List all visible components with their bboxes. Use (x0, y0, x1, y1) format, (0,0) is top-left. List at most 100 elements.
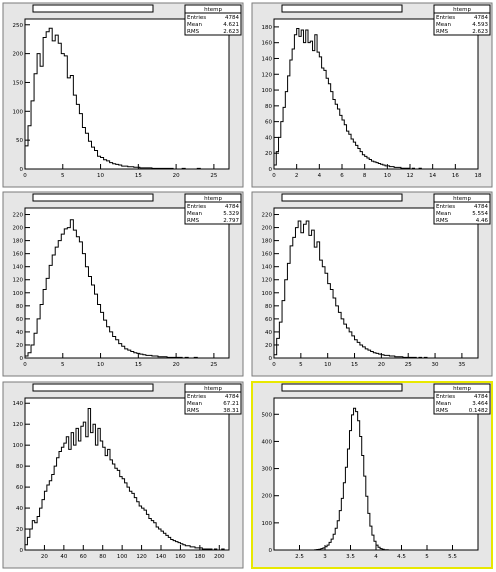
stats-rms-value: 0.1482 (469, 408, 488, 414)
histogram-panel-2: 0 2 4 6 8 10 12 14 16 18020406080100120140160180h… (251, 2, 493, 188)
x-tick-label: 4 (318, 173, 322, 179)
histogram-panel-4: 0 5 10 15 20 25 30 35 0 20 40 60 80 100 120 140 160 180 20… (251, 191, 493, 377)
stats-box: htemp Entries 4784 Mean 3.464 RMS 0.1482 (433, 383, 491, 415)
stats-mean-value: 4.593 (472, 22, 488, 28)
title-box (32, 4, 154, 13)
stats-entries-value: 4784 (474, 394, 488, 400)
stats-mean-value: 67.21 (223, 401, 239, 407)
plot-frame (273, 397, 479, 551)
x-tick-label: 25 (210, 362, 217, 368)
x-tick-label: 0 (272, 173, 276, 179)
x-tick-label: 5 (299, 362, 303, 368)
stats-mean-value: 5.329 (223, 211, 239, 217)
x-tick-label: 180 (195, 554, 206, 560)
x-tick-label: 3.5 (346, 554, 355, 560)
x-tick-label: 120 (136, 554, 147, 560)
stats-name: htemp (204, 386, 222, 392)
x-tick-label: 200 (214, 554, 225, 560)
y-tick-label: 120 (13, 422, 24, 428)
stats-mean-value: 4.621 (223, 22, 239, 28)
y-tick-label: 150 (13, 80, 24, 86)
y-tick-label: 140 (262, 56, 273, 62)
stats-rms-value: 2.797 (223, 218, 239, 224)
stats-box-frame (433, 4, 491, 36)
x-tick-label: 80 (99, 554, 106, 560)
title-box (281, 4, 403, 13)
y-tick-label: 0 (269, 356, 273, 362)
title-box (281, 383, 403, 392)
histogram-series (24, 219, 198, 359)
stats-entries-value: 4784 (474, 204, 488, 210)
title-box (32, 193, 154, 202)
title-box (281, 193, 403, 202)
y-tick-label: 160 (13, 252, 24, 258)
y-tick-label: 40 (265, 330, 272, 336)
x-tick-label: 140 (156, 554, 167, 560)
y-tick-label: 100 (13, 109, 24, 115)
x-tick-label: 5.5 (448, 554, 457, 560)
x-tick-label: 15 (351, 362, 358, 368)
stats-box: htemp Entries 4784 Mean 67.21 RMS 38.31 (184, 383, 242, 415)
stats-mean-value: 3.464 (472, 401, 488, 407)
x-tick-label: 25 (210, 173, 217, 179)
y-tick-label: 0 (20, 356, 24, 362)
x-tick-label: 20 (173, 173, 180, 179)
stats-box-frame (184, 4, 242, 36)
y-tick-label: 40 (265, 135, 272, 141)
stats-name: htemp (204, 7, 222, 13)
histogram-panel-3: 0 5 10 15 20 25 0 20 40 60 80 100 120 140 160 180 200 220… (2, 191, 244, 377)
x-tick-label: 16 (452, 173, 459, 179)
y-tick-label: 40 (16, 330, 23, 336)
histogram-series (274, 407, 399, 551)
histogram-series (24, 27, 207, 170)
stats-box-frame (433, 193, 491, 225)
stats-mean-label: Mean (436, 211, 451, 217)
y-tick-label: 140 (262, 265, 273, 271)
stats-entries-label: Entries (436, 394, 455, 400)
y-tick-label: 140 (13, 401, 24, 407)
histogram-panel-6: 2.5 3 3.5 4 4.5 5 5.5 0 100 200 300 400 500 htemp Entr… (251, 381, 493, 569)
stats-entries-value: 4784 (225, 15, 239, 21)
y-tick-label: 20 (265, 151, 272, 157)
x-tick-label: 160 (175, 554, 186, 560)
stats-box: htemp Entries 4784 Mean 4.593 RMS 2.623 (433, 4, 491, 36)
stats-mean-label: Mean (187, 22, 202, 28)
y-tick-label: 40 (16, 506, 23, 512)
stats-box-frame (184, 383, 242, 415)
y-tick-label: 180 (13, 239, 24, 245)
x-tick-label: 40 (60, 554, 67, 560)
y-tick-label: 100 (262, 291, 273, 297)
x-tick-label: 10 (324, 362, 331, 368)
stats-rms-value: 2.623 (472, 29, 488, 35)
y-tick-label: 500 (262, 412, 273, 418)
y-tick-label: 250 (13, 23, 24, 29)
x-tick-label: 0 (23, 173, 27, 179)
stats-mean-label: Mean (436, 22, 451, 28)
y-tick-label: 80 (265, 304, 272, 310)
x-tick-label: 2.5 (295, 554, 304, 560)
stats-rms-label: RMS (187, 29, 200, 35)
y-tick-label: 0 (269, 548, 273, 554)
y-tick-label: 220 (13, 213, 24, 219)
x-tick-label: 3 (323, 554, 327, 560)
y-tick-label: 80 (265, 104, 272, 110)
y-tick-label: 140 (13, 265, 24, 271)
y-tick-label: 100 (262, 521, 273, 527)
stats-rms-value: 38.31 (223, 408, 239, 414)
stats-entries-value: 4784 (225, 394, 239, 400)
title-box (32, 383, 154, 392)
stats-entries-value: 4784 (225, 204, 239, 210)
x-tick-label: 100 (117, 554, 128, 560)
y-tick-label: 0 (20, 167, 24, 173)
stats-mean-label: Mean (187, 211, 202, 217)
stats-entries-label: Entries (187, 15, 206, 21)
x-tick-label: 4.5 (397, 554, 406, 560)
x-tick-label: 2 (295, 173, 299, 179)
stats-mean-label: Mean (436, 401, 451, 407)
y-tick-label: 20 (265, 343, 272, 349)
x-tick-label: 4 (374, 554, 378, 560)
stats-box-frame (184, 193, 242, 225)
y-tick-label: 220 (262, 213, 273, 219)
